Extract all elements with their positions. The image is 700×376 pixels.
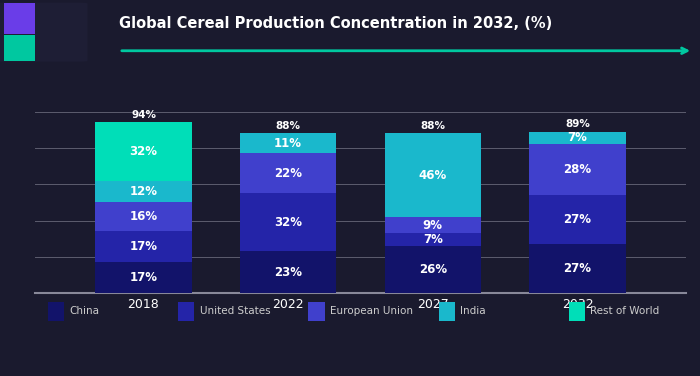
Text: 7%: 7% xyxy=(423,233,443,246)
Bar xyxy=(95,262,192,293)
Bar xyxy=(309,302,325,321)
Bar xyxy=(95,202,192,232)
Text: 22%: 22% xyxy=(274,167,302,180)
Text: Rest of World: Rest of World xyxy=(590,306,659,317)
Bar xyxy=(384,217,481,233)
Bar xyxy=(529,144,626,195)
Bar xyxy=(240,193,337,252)
Bar xyxy=(240,153,337,193)
Text: Global Cereal Production Concentration in 2032, (%): Global Cereal Production Concentration i… xyxy=(119,16,552,31)
Text: 17%: 17% xyxy=(130,271,158,284)
Bar xyxy=(529,132,626,144)
Text: 16%: 16% xyxy=(130,211,158,223)
Bar xyxy=(384,246,481,293)
Text: 12%: 12% xyxy=(130,185,158,198)
Text: 89%: 89% xyxy=(565,119,590,129)
Bar xyxy=(4,35,35,61)
Bar xyxy=(4,3,35,34)
Bar xyxy=(95,123,192,180)
Text: 32%: 32% xyxy=(274,216,302,229)
Bar xyxy=(384,233,481,246)
Bar xyxy=(439,302,455,321)
Text: India: India xyxy=(460,306,486,317)
FancyBboxPatch shape xyxy=(0,3,88,62)
Text: 17%: 17% xyxy=(130,240,158,253)
Text: United States: United States xyxy=(199,306,270,317)
Text: 46%: 46% xyxy=(419,169,447,182)
Text: 27%: 27% xyxy=(564,262,592,275)
Text: 88%: 88% xyxy=(420,121,445,130)
Bar xyxy=(384,133,481,217)
Bar xyxy=(529,244,626,293)
Text: 28%: 28% xyxy=(564,163,592,176)
Text: 23%: 23% xyxy=(274,266,302,279)
Bar xyxy=(240,133,337,153)
Text: 94%: 94% xyxy=(131,110,156,120)
Bar xyxy=(178,302,195,321)
Text: 11%: 11% xyxy=(274,137,302,150)
Text: 26%: 26% xyxy=(419,263,447,276)
Bar xyxy=(48,302,64,321)
Bar xyxy=(529,195,626,244)
Text: 7%: 7% xyxy=(568,131,587,144)
Text: 88%: 88% xyxy=(276,121,301,130)
Text: 32%: 32% xyxy=(130,145,158,158)
Text: China: China xyxy=(69,306,99,317)
Bar xyxy=(240,252,337,293)
Bar xyxy=(95,180,192,202)
Bar xyxy=(569,302,585,321)
Text: European Union: European Union xyxy=(330,306,413,317)
Bar xyxy=(95,232,192,262)
Text: 27%: 27% xyxy=(564,213,592,226)
Text: 9%: 9% xyxy=(423,218,443,232)
